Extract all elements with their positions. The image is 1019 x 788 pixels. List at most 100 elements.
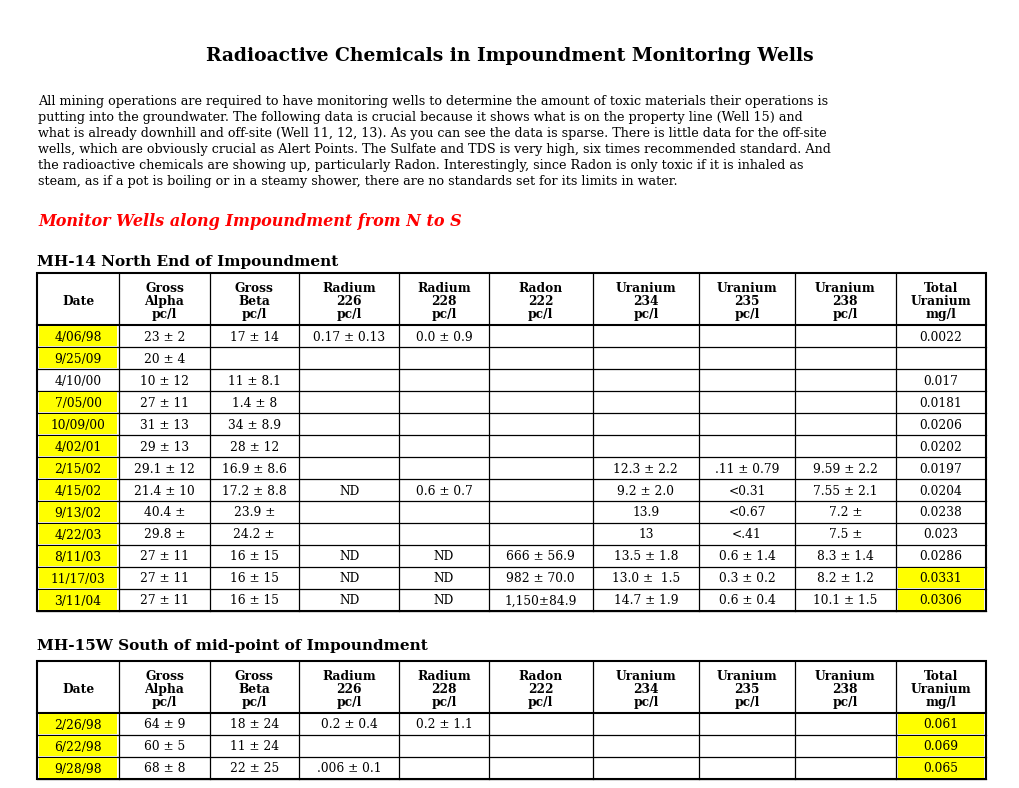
Text: 0.065: 0.065 <box>922 763 958 775</box>
Text: ND: ND <box>433 573 453 585</box>
Text: Gross: Gross <box>145 282 183 295</box>
Text: 0.017: 0.017 <box>922 374 957 388</box>
Text: Date: Date <box>62 295 94 308</box>
Text: 20 ± 4: 20 ± 4 <box>144 352 185 366</box>
Text: 8/11/03: 8/11/03 <box>55 551 102 563</box>
Text: 0.0197: 0.0197 <box>918 463 961 475</box>
Text: wells, which are obviously crucial as Alert Points. The Sulfate and TDS is very : wells, which are obviously crucial as Al… <box>38 143 830 156</box>
Text: <.41: <.41 <box>732 529 761 541</box>
Text: 9.2 ± 2.0: 9.2 ± 2.0 <box>616 485 674 497</box>
Text: <0.31: <0.31 <box>728 485 765 497</box>
Text: 7.5 ±: 7.5 ± <box>827 529 861 541</box>
Text: 6/22/98: 6/22/98 <box>54 741 102 753</box>
Text: mg/l: mg/l <box>924 308 956 321</box>
Text: Radium: Radium <box>322 282 376 295</box>
Text: Alpha: Alpha <box>145 683 184 696</box>
Text: MH-14 North End of Impoundment: MH-14 North End of Impoundment <box>37 255 338 269</box>
Text: 238: 238 <box>832 683 857 696</box>
Bar <box>39 392 117 412</box>
Text: 238: 238 <box>832 295 857 308</box>
Text: pc/l: pc/l <box>528 696 552 709</box>
Text: 18 ± 24: 18 ± 24 <box>229 719 278 731</box>
Text: 0.17 ± 0.13: 0.17 ± 0.13 <box>313 330 385 344</box>
Text: 16 ± 15: 16 ± 15 <box>229 594 278 608</box>
Text: 9/28/98: 9/28/98 <box>54 763 102 775</box>
Text: 11/17/03: 11/17/03 <box>51 573 105 585</box>
Text: 0.0306: 0.0306 <box>918 594 961 608</box>
Text: 666 ± 56.9: 666 ± 56.9 <box>505 551 575 563</box>
Text: 40.4 ±: 40.4 ± <box>144 507 185 519</box>
Text: Gross: Gross <box>145 670 183 683</box>
Text: 68 ± 8: 68 ± 8 <box>144 763 185 775</box>
Text: Uranium: Uranium <box>910 683 970 696</box>
Text: 13: 13 <box>638 529 653 541</box>
Bar <box>39 436 117 456</box>
Bar <box>897 714 983 734</box>
Text: 228: 228 <box>431 295 457 308</box>
Text: Uranium: Uranium <box>814 282 875 295</box>
Text: pc/l: pc/l <box>152 308 177 321</box>
Text: <0.67: <0.67 <box>728 507 765 519</box>
Text: pc/l: pc/l <box>832 308 857 321</box>
Bar <box>39 568 117 588</box>
Text: 4/22/03: 4/22/03 <box>54 529 102 541</box>
Text: pc/l: pc/l <box>633 308 658 321</box>
Text: MH-15W South of mid-point of Impoundment: MH-15W South of mid-point of Impoundment <box>37 639 427 653</box>
Text: pc/l: pc/l <box>336 696 362 709</box>
Text: pc/l: pc/l <box>152 696 177 709</box>
Text: 27 ± 11: 27 ± 11 <box>140 573 189 585</box>
Bar <box>39 736 117 756</box>
Bar <box>39 348 117 368</box>
Text: 9/13/02: 9/13/02 <box>54 507 102 519</box>
Text: .006 ± 0.1: .006 ± 0.1 <box>317 763 381 775</box>
Bar <box>39 714 117 734</box>
Text: 10.1 ± 1.5: 10.1 ± 1.5 <box>812 594 876 608</box>
Text: Radium: Radium <box>417 670 471 683</box>
Text: 22 ± 25: 22 ± 25 <box>229 763 278 775</box>
Text: 228: 228 <box>431 683 457 696</box>
Text: 226: 226 <box>336 683 362 696</box>
Text: mg/l: mg/l <box>924 696 956 709</box>
Text: 234: 234 <box>633 683 658 696</box>
Text: putting into the groundwater. The following data is crucial because it shows wha: putting into the groundwater. The follow… <box>38 111 802 124</box>
Text: 0.2 ± 1.1: 0.2 ± 1.1 <box>416 719 472 731</box>
Text: Radium: Radium <box>322 670 376 683</box>
Text: .11 ± 0.79: .11 ± 0.79 <box>714 463 779 475</box>
Text: 29 ± 13: 29 ± 13 <box>140 440 189 454</box>
Text: 7/05/00: 7/05/00 <box>55 396 102 410</box>
Text: 13.0 ±  1.5: 13.0 ± 1.5 <box>611 573 680 585</box>
Text: 23 ± 2: 23 ± 2 <box>144 330 185 344</box>
Bar <box>37 273 985 611</box>
Text: 29.8 ±: 29.8 ± <box>144 529 185 541</box>
Bar <box>39 414 117 434</box>
Text: what is already downhill and off-site (Well 11, 12, 13). As you can see the data: what is already downhill and off-site (W… <box>38 127 825 140</box>
Text: 27 ± 11: 27 ± 11 <box>140 396 189 410</box>
Text: 235: 235 <box>734 683 759 696</box>
Text: Monitor Wells along Impoundment from N to S: Monitor Wells along Impoundment from N t… <box>38 213 462 230</box>
Text: 0.6 ± 0.7: 0.6 ± 0.7 <box>416 485 472 497</box>
Text: 982 ± 70.0: 982 ± 70.0 <box>505 573 575 585</box>
Bar <box>39 758 117 778</box>
Text: ND: ND <box>338 594 359 608</box>
Text: 27 ± 11: 27 ± 11 <box>140 551 189 563</box>
Text: 17 ± 14: 17 ± 14 <box>229 330 278 344</box>
Text: steam, as if a pot is boiling or in a steamy shower, there are no standards set : steam, as if a pot is boiling or in a st… <box>38 175 677 188</box>
Text: 0.0022: 0.0022 <box>918 330 961 344</box>
Text: 13.9: 13.9 <box>632 507 659 519</box>
Text: ND: ND <box>338 485 359 497</box>
Text: 3/11/04: 3/11/04 <box>55 594 102 608</box>
Text: ND: ND <box>433 551 453 563</box>
Text: 24.2 ±: 24.2 ± <box>233 529 275 541</box>
Text: Uranium: Uranium <box>614 670 676 683</box>
Text: Uranium: Uranium <box>814 670 875 683</box>
Text: 64 ± 9: 64 ± 9 <box>144 719 185 731</box>
Text: Uranium: Uranium <box>910 295 970 308</box>
Text: 0.069: 0.069 <box>922 741 958 753</box>
Text: Uranium: Uranium <box>716 670 776 683</box>
Text: 7.2 ±: 7.2 ± <box>827 507 861 519</box>
Text: 0.0181: 0.0181 <box>918 396 961 410</box>
Text: 28 ± 12: 28 ± 12 <box>229 440 278 454</box>
Text: 9/25/09: 9/25/09 <box>54 352 102 366</box>
Text: 60 ± 5: 60 ± 5 <box>144 741 184 753</box>
Bar <box>39 590 117 610</box>
